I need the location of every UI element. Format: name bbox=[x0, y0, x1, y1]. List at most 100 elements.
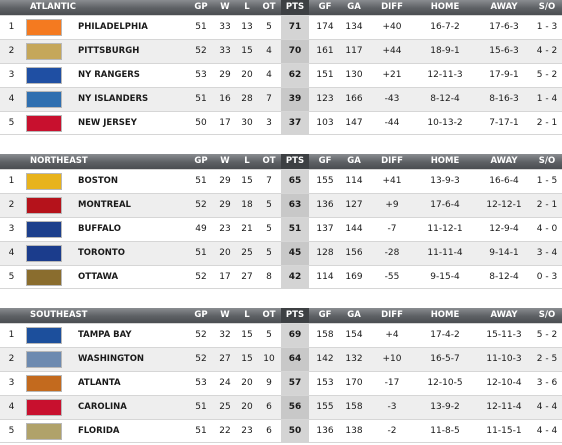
cell-home: 9-15-4 bbox=[430, 272, 460, 282]
team-logo-icon[interactable] bbox=[26, 173, 62, 190]
column-header-home[interactable]: HOME bbox=[430, 310, 460, 320]
team-name-link[interactable]: WASHINGTON bbox=[78, 354, 145, 364]
cell-w: 27 bbox=[219, 354, 231, 364]
column-header-ga[interactable]: GA bbox=[347, 156, 361, 166]
column-header-home[interactable]: HOME bbox=[430, 156, 460, 166]
cell-away: 15-6-3 bbox=[489, 46, 519, 56]
team-logo-icon[interactable] bbox=[26, 375, 62, 392]
column-header-l[interactable]: L bbox=[244, 156, 250, 166]
cell-gp: 51 bbox=[195, 176, 207, 186]
column-header-gp[interactable]: GP bbox=[194, 2, 208, 12]
column-header-away[interactable]: AWAY bbox=[490, 2, 518, 12]
cell-w: 17 bbox=[219, 118, 231, 128]
column-header-pts[interactable]: PTS bbox=[281, 154, 309, 169]
team-logo-icon[interactable] bbox=[26, 327, 62, 344]
team-name-link[interactable]: NEW JERSEY bbox=[78, 118, 137, 128]
column-header-w[interactable]: W bbox=[220, 2, 230, 12]
cell-l: 15 bbox=[241, 176, 253, 186]
team-logo-icon[interactable] bbox=[26, 399, 62, 416]
division-name: ATLANTIC bbox=[30, 2, 77, 12]
standings-row: 4 CAROLINA 51 25 20 6 56 155 158 -3 13-9-2 12-11-4 4… bbox=[0, 395, 562, 419]
standings-row: 4 TORONTO 51 20 25 5 45 128 156 -28 11-11-4 9-14-1 3… bbox=[0, 241, 562, 265]
team-logo-icon[interactable] bbox=[26, 351, 62, 368]
cell-gf: 155 bbox=[316, 402, 334, 412]
cell-away: 17-6-3 bbox=[489, 22, 519, 32]
column-header-ga[interactable]: GA bbox=[347, 310, 361, 320]
team-logo-icon[interactable] bbox=[26, 115, 62, 132]
column-header-ga[interactable]: GA bbox=[347, 2, 361, 12]
column-header-pts[interactable]: PTS bbox=[281, 308, 309, 323]
team-logo-icon[interactable] bbox=[26, 423, 62, 440]
cell-gf: 136 bbox=[316, 426, 334, 436]
team-name-link[interactable]: PITTSBURGH bbox=[78, 46, 140, 56]
cell-ga: 138 bbox=[345, 426, 363, 436]
column-header-pts[interactable]: PTS bbox=[281, 0, 309, 15]
cell-home: 11-12-1 bbox=[427, 224, 463, 234]
team-name-link[interactable]: MONTREAL bbox=[78, 200, 131, 210]
column-header-diff[interactable]: DIFF bbox=[381, 156, 403, 166]
column-header-ot[interactable]: OT bbox=[262, 2, 276, 12]
column-header-l[interactable]: L bbox=[244, 310, 250, 320]
cell-ot: 4 bbox=[266, 46, 272, 56]
team-name-link[interactable]: BOSTON bbox=[78, 176, 118, 186]
cell-l: 20 bbox=[241, 70, 253, 80]
cell-home: 16-7-2 bbox=[430, 22, 460, 32]
team-logo-icon[interactable] bbox=[26, 245, 62, 262]
standings-row: 3 ATLANTA 53 24 20 9 57 153 170 -17 12-10-5 12-10-4… bbox=[0, 371, 562, 395]
cell-ot: 9 bbox=[266, 378, 272, 388]
column-header-l[interactable]: L bbox=[244, 2, 250, 12]
column-header-away[interactable]: AWAY bbox=[490, 310, 518, 320]
cell-ot: 5 bbox=[266, 200, 272, 210]
cell-w: 29 bbox=[219, 70, 231, 80]
column-header-so[interactable]: S/O bbox=[538, 156, 556, 166]
column-header-gp[interactable]: GP bbox=[194, 156, 208, 166]
rank: 5 bbox=[8, 272, 15, 282]
standings-row: 1 BOSTON 51 29 15 7 65 155 114 +41 13-9-3 16-6-4 1 -… bbox=[0, 169, 562, 193]
team-logo-icon[interactable] bbox=[26, 269, 62, 286]
column-header-home[interactable]: HOME bbox=[430, 2, 460, 12]
cell-w: 24 bbox=[219, 378, 231, 388]
column-header-w[interactable]: W bbox=[220, 156, 230, 166]
cell-diff: +41 bbox=[382, 176, 402, 186]
column-header-diff[interactable]: DIFF bbox=[381, 2, 403, 12]
team-name-link[interactable]: CAROLINA bbox=[78, 402, 127, 412]
column-header-so[interactable]: S/O bbox=[538, 2, 556, 12]
team-logo-icon[interactable] bbox=[26, 91, 62, 108]
column-header-gf[interactable]: GF bbox=[318, 156, 332, 166]
team-name-link[interactable]: BUFFALO bbox=[78, 224, 121, 234]
team-logo-icon[interactable] bbox=[26, 221, 62, 238]
column-header-ot[interactable]: OT bbox=[262, 310, 276, 320]
column-header-gp[interactable]: GP bbox=[194, 310, 208, 320]
column-header-gf[interactable]: GF bbox=[318, 310, 332, 320]
team-name-link[interactable]: NY ISLANDERS bbox=[78, 94, 149, 104]
cell-pts: 63 bbox=[281, 194, 309, 217]
team-name-link[interactable]: TORONTO bbox=[78, 248, 125, 258]
standings-row: 3 BUFFALO 49 23 21 5 51 137 144 -7 11-12-1 12-9-4 4 … bbox=[0, 217, 562, 241]
team-name-link[interactable]: PHILADELPHIA bbox=[78, 22, 148, 32]
team-name-link[interactable]: ATLANTA bbox=[78, 378, 121, 388]
team-name-link[interactable]: OTTAWA bbox=[78, 272, 119, 282]
cell-away: 12-11-4 bbox=[486, 402, 522, 412]
cell-w: 25 bbox=[219, 402, 231, 412]
team-logo-icon[interactable] bbox=[26, 67, 62, 84]
cell-l: 15 bbox=[241, 330, 253, 340]
cell-ga: 169 bbox=[345, 272, 363, 282]
cell-so: 4 - 4 bbox=[536, 402, 558, 412]
team-logo-icon[interactable] bbox=[26, 197, 62, 214]
team-name-link[interactable]: TAMPA BAY bbox=[78, 330, 132, 340]
column-header-diff[interactable]: DIFF bbox=[381, 310, 403, 320]
team-name-link[interactable]: FLORIDA bbox=[78, 426, 120, 436]
cell-away: 12-12-1 bbox=[486, 200, 522, 210]
team-logo-icon[interactable] bbox=[26, 43, 62, 60]
column-header-so[interactable]: S/O bbox=[538, 310, 556, 320]
column-header-gf[interactable]: GF bbox=[318, 2, 332, 12]
team-logo-icon[interactable] bbox=[26, 19, 62, 36]
column-header-away[interactable]: AWAY bbox=[490, 156, 518, 166]
cell-l: 23 bbox=[241, 426, 253, 436]
cell-w: 20 bbox=[219, 248, 231, 258]
cell-home: 17-6-4 bbox=[430, 200, 460, 210]
column-header-ot[interactable]: OT bbox=[262, 156, 276, 166]
team-name-link[interactable]: NY RANGERS bbox=[78, 70, 140, 80]
column-header-w[interactable]: W bbox=[220, 310, 230, 320]
division-name: SOUTHEAST bbox=[30, 310, 88, 320]
